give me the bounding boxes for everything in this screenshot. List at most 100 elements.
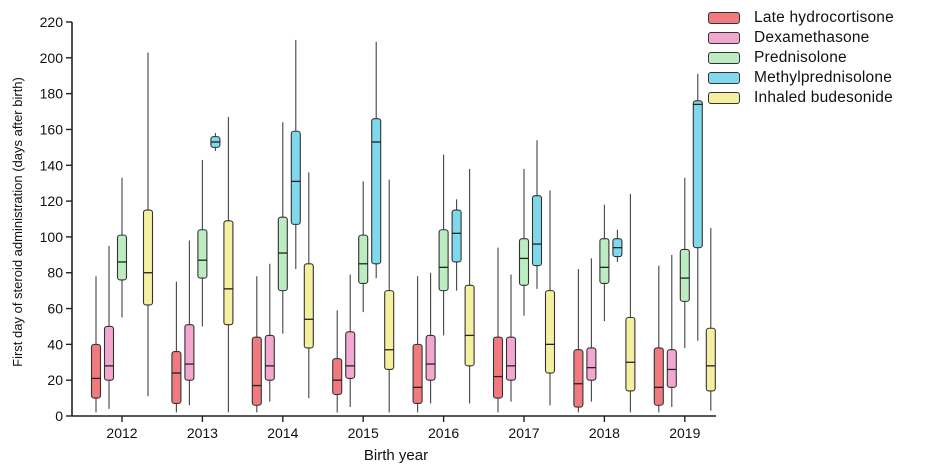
box-prednisolone-2013 <box>197 159 208 327</box>
box-body <box>625 316 636 392</box>
box-body <box>184 324 195 381</box>
y-tick-label: 220 <box>40 14 64 30</box>
x-tick-label: 2017 <box>508 425 539 441</box>
box-methylprednisolone-2016 <box>451 199 462 291</box>
box-body <box>332 358 343 396</box>
y-tick-label: 100 <box>40 229 64 245</box>
box-inhaled-budesonide-2013 <box>223 116 234 413</box>
x-tick-label: 2013 <box>187 425 218 441</box>
y-tick-label: 120 <box>40 193 64 209</box>
box-inhaled-budesonide-2015 <box>384 179 395 413</box>
box-dexamethasone-2017 <box>505 274 517 402</box>
y-tick-label: 60 <box>47 301 63 317</box>
box-body <box>358 234 369 285</box>
box-body <box>425 334 436 381</box>
box-body <box>264 334 275 381</box>
box-late-hydrocortisone-2017 <box>492 247 504 413</box>
box-late-hydrocortisone-2014 <box>251 276 262 413</box>
legend: Late hydrocortisone Dexamethasone Predni… <box>708 8 894 108</box>
x-tick-label: 2016 <box>428 425 459 441</box>
box-prednisolone-2015 <box>358 181 369 313</box>
box-inhaled-budesonide-2019 <box>705 227 716 411</box>
y-tick-label: 180 <box>40 86 64 102</box>
box-late-hydrocortisone-2018 <box>573 269 584 413</box>
box-inhaled-budesonide-2012 <box>142 52 154 397</box>
box-body <box>277 216 288 292</box>
legend-item-methylprednisolone: Methylprednisolone <box>708 68 894 88</box>
box-body <box>599 238 610 285</box>
box-late-hydrocortisone-2015 <box>332 310 343 413</box>
box-late-hydrocortisone-2013 <box>171 281 182 413</box>
box-body <box>90 343 102 399</box>
y-tick-label: 0 <box>55 408 63 424</box>
box-body <box>303 263 314 349</box>
box-body <box>384 290 395 370</box>
x-axis: 2012 2013 2014 2015 2016 2017 2018 2019 <box>72 415 716 441</box>
box-inhaled-budesonide-2016 <box>464 168 475 404</box>
plot-area <box>90 39 716 413</box>
box-dexamethasone-2015 <box>345 274 356 408</box>
box-body <box>171 350 182 405</box>
box-inhaled-budesonide-2018 <box>625 193 636 413</box>
box-body <box>451 209 462 263</box>
y-axis-title: First day of steroid administration (day… <box>10 77 25 367</box>
box-methylprednisolone-2014 <box>290 39 301 270</box>
box-body <box>345 331 356 379</box>
box-body <box>371 118 382 265</box>
box-dexamethasone-2012 <box>103 245 115 409</box>
box-prednisolone-2014 <box>277 122 288 334</box>
box-body <box>692 100 703 249</box>
box-prednisolone-2019 <box>679 177 690 348</box>
legend-item-inhaled-budesonide: Inhaled budesonide <box>708 88 894 108</box>
y-tick-label: 160 <box>40 121 64 137</box>
legend-swatch-inhaled-budesonide <box>708 92 740 104</box>
box-dexamethasone-2018 <box>586 258 597 402</box>
legend-label-late-hydrocortisone: Late hydrocortisone <box>754 9 894 26</box>
box-inhaled-budesonide-2017 <box>544 190 556 406</box>
legend-swatch-late-hydrocortisone <box>708 12 740 24</box>
box-dexamethasone-2014 <box>264 263 275 402</box>
y-tick-label: 20 <box>47 372 63 388</box>
legend-label-inhaled-budesonide: Inhaled budesonide <box>754 89 893 106</box>
legend-label-prednisolone: Prednisolone <box>754 49 847 66</box>
legend-item-prednisolone: Prednisolone <box>708 48 894 68</box>
box-dexamethasone-2013 <box>184 240 195 406</box>
box-prednisolone-2012 <box>116 177 128 318</box>
box-dexamethasone-2019 <box>666 254 677 408</box>
box-body <box>103 325 115 381</box>
legend-swatch-prednisolone <box>708 52 740 64</box>
legend-item-late-hydrocortisone: Late hydrocortisone <box>708 8 894 28</box>
box-body <box>586 347 597 381</box>
box-methylprednisolone-2019 <box>692 73 703 341</box>
legend-label-methylprednisolone: Methylprednisolone <box>754 69 893 86</box>
box-body <box>464 284 475 367</box>
x-tick-label: 2015 <box>348 425 379 441</box>
y-tick-label: 140 <box>40 157 64 173</box>
box-methylprednisolone-2017 <box>531 140 543 289</box>
x-axis-title: Birth year <box>364 447 428 464</box>
y-axis: 0 20 40 60 80 100 120 140 160 180 200 220 <box>40 14 73 424</box>
box-body <box>251 336 262 406</box>
box-methylprednisolone-2015 <box>371 41 382 279</box>
box-prednisolone-2017 <box>518 168 530 316</box>
x-tick-label: 2019 <box>669 425 700 441</box>
box-dexamethasone-2016 <box>425 272 436 404</box>
legend-swatch-dexamethasone <box>708 32 740 44</box>
box-late-hydrocortisone-2012 <box>90 276 102 413</box>
box-methylprednisolone-2013 <box>210 133 221 151</box>
box-late-hydrocortisone-2016 <box>412 276 423 413</box>
box-body <box>666 349 677 388</box>
legend-label-dexamethasone: Dexamethasone <box>754 29 870 46</box>
box-body <box>290 130 301 225</box>
box-body <box>653 347 664 406</box>
box-body <box>492 336 504 399</box>
box-methylprednisolone-2018 <box>612 229 623 262</box>
box-body <box>197 229 208 279</box>
box-prednisolone-2016 <box>438 154 449 336</box>
y-tick-label: 200 <box>40 50 64 66</box>
box-body <box>531 195 543 267</box>
box-prednisolone-2018 <box>599 204 610 322</box>
box-body <box>544 290 556 374</box>
box-body <box>116 234 128 281</box>
box-inhaled-budesonide-2014 <box>303 172 314 399</box>
